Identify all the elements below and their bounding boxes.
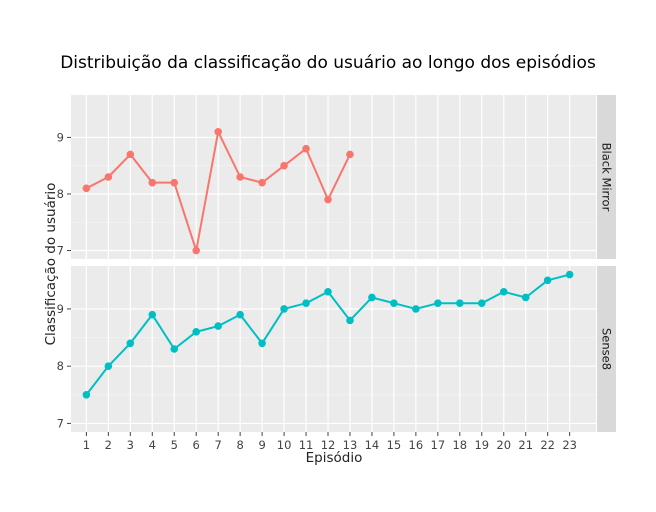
- y-axis-label: Classificação do usuário: [43, 183, 59, 346]
- x-tick-label: 5: [171, 438, 178, 452]
- data-point: [236, 173, 244, 181]
- x-tick-label: 23: [562, 438, 577, 452]
- data-point: [543, 276, 552, 285]
- facet-strip-label: Sense8: [600, 328, 614, 370]
- data-point: [390, 299, 398, 308]
- data-point: [565, 270, 574, 279]
- x-tick-label: 13: [343, 438, 358, 452]
- data-point: [346, 150, 354, 159]
- x-tick-label: 14: [365, 438, 380, 452]
- y-tick-label: 7: [57, 416, 64, 430]
- x-tick-label: 6: [193, 438, 200, 452]
- x-tick-label: 18: [452, 438, 467, 452]
- data-point: [346, 316, 354, 325]
- data-point: [280, 305, 288, 313]
- data-point: [477, 299, 486, 308]
- x-tick-label: 19: [474, 438, 489, 452]
- data-point: [280, 161, 288, 170]
- x-tick-label: 16: [409, 438, 424, 452]
- data-point: [368, 293, 376, 302]
- data-point: [82, 184, 91, 193]
- facet-strip-label: Black Mirror: [600, 143, 614, 212]
- y-tick-label: 8: [57, 359, 64, 373]
- data-point: [236, 310, 244, 319]
- x-axis: 1 2 3 4 5 6 7 8 9 10 11 12 13 14 15 16 17 18 19 20 21 22 23: [83, 432, 577, 452]
- data-point: [499, 287, 508, 296]
- data-point: [324, 195, 332, 204]
- chart-title: Distribuição da classificação do usuário…: [60, 53, 596, 73]
- x-tick-label: 17: [431, 438, 446, 452]
- x-tick-label: 15: [387, 438, 402, 452]
- x-tick-label: 2: [105, 438, 112, 452]
- data-point: [456, 299, 464, 308]
- data-point: [104, 362, 113, 370]
- data-point: [170, 178, 179, 187]
- x-tick-label: 12: [321, 438, 336, 452]
- data-point: [434, 299, 442, 308]
- x-tick-label: 20: [496, 438, 511, 452]
- y-tick-label: 9: [57, 302, 64, 316]
- panel-black-mirror: 7 8 9 Black Mirror: [57, 95, 616, 259]
- panel-background: [71, 266, 596, 432]
- y-tick-label: 8: [57, 187, 64, 201]
- data-point: [192, 246, 201, 255]
- data-point: [214, 127, 222, 136]
- data-point: [412, 305, 420, 313]
- x-tick-label: 8: [236, 438, 243, 452]
- data-point: [521, 293, 530, 302]
- x-tick-label: 1: [83, 438, 90, 452]
- x-tick-label: 10: [277, 438, 292, 452]
- x-tick-label: 9: [258, 438, 265, 452]
- data-point: [302, 144, 310, 153]
- y-tick-label: 9: [57, 130, 64, 144]
- facet-panels: 7 8 9 Black Mirror 7 8 9 Sense8: [57, 95, 616, 432]
- x-tick-label: 11: [299, 438, 314, 452]
- x-axis-label: Episódio: [306, 450, 363, 466]
- facet-strip: [597, 95, 616, 259]
- x-tick-label: 21: [518, 438, 533, 452]
- x-tick-label: 3: [127, 438, 134, 452]
- y-tick-label: 7: [57, 244, 64, 258]
- data-point: [258, 178, 266, 187]
- data-point: [126, 150, 135, 159]
- data-point: [82, 390, 91, 399]
- data-point: [258, 339, 266, 348]
- data-point: [148, 178, 157, 187]
- x-tick-label: 22: [540, 438, 555, 452]
- data-point: [214, 322, 222, 330]
- x-tick-label: 4: [149, 438, 156, 452]
- x-tick-label: 7: [215, 438, 222, 452]
- data-point: [170, 345, 179, 353]
- data-point: [302, 299, 310, 308]
- data-point: [104, 173, 113, 181]
- panel-sense8: 7 8 9 Sense8: [57, 266, 616, 432]
- data-point: [148, 310, 157, 319]
- panel-background: [71, 95, 596, 259]
- data-point: [126, 339, 135, 348]
- data-point: [324, 287, 332, 296]
- data-point: [192, 328, 201, 336]
- facet-strip: [597, 266, 616, 432]
